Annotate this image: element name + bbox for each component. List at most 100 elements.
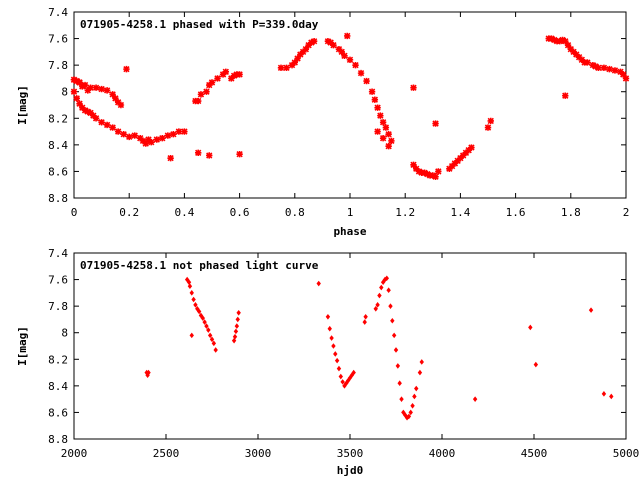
phased-data-point [308, 39, 315, 46]
unphased-y-axis-label: I[mag] [16, 326, 29, 366]
unphased-x-axis-label: hjd0 [337, 464, 364, 477]
phased-data-points [70, 32, 630, 180]
phased-data-point [236, 150, 243, 158]
phased-data-point [208, 79, 216, 86]
phased-data-point [484, 124, 492, 131]
phased-data-point [291, 59, 298, 66]
unphased-data-point [145, 372, 150, 379]
phased-data-point [429, 172, 436, 179]
phased-data-point [446, 165, 453, 172]
phased-data-point [120, 131, 127, 138]
unphased-data-point [334, 357, 340, 364]
unphased-data-point [533, 361, 539, 368]
phased-data-point [103, 121, 111, 129]
phased-x-tick-label: 0.2 [119, 206, 139, 219]
unphased-data-point [338, 373, 343, 380]
phased-data-point [548, 35, 555, 42]
phased-data-point [195, 97, 202, 105]
phased-data-point [341, 52, 348, 60]
phased-data-point [424, 170, 431, 178]
phased-data-point [126, 133, 133, 141]
phased-data-point [562, 38, 569, 45]
phased-data-point [457, 154, 464, 162]
unphased-data-point [373, 306, 378, 312]
unphased-data-point [325, 313, 331, 320]
unphased-data-point [349, 372, 355, 379]
unphased-data-point [588, 307, 594, 313]
phased-data-point [435, 168, 442, 175]
phased-y-tick-label: 8.6 [48, 165, 68, 178]
unphased-data-points [144, 275, 614, 421]
phased-x-tick-label: 0.4 [174, 206, 194, 219]
phased-data-point [79, 83, 86, 90]
unphased-x-tick-label: 2000 [61, 447, 88, 460]
unphased-y-tick-label: 7.6 [48, 274, 68, 287]
phased-data-point [142, 140, 149, 147]
phased-light-curve-panel: 0 0.2 0.4 0.6 0.8 1 1.2 1.4 1.6 1.8 2 7.4 7.6 7.8 8 8.2… [16, 6, 629, 238]
unphased-x-tick-label: 3000 [245, 447, 272, 460]
phased-data-point [219, 71, 227, 78]
phased-x-tick-label: 0.8 [285, 206, 305, 219]
phased-data-point [90, 112, 97, 119]
phased-data-point [410, 161, 417, 168]
phased-data-point [432, 173, 439, 180]
unphased-data-point [393, 347, 399, 353]
phased-data-point [562, 92, 569, 99]
phased-data-point [327, 39, 334, 46]
unphased-data-point [213, 347, 218, 353]
unphased-data-point [609, 393, 614, 400]
unphased-data-point [528, 324, 533, 331]
unphased-data-point [327, 325, 332, 332]
phased-data-point [175, 128, 183, 135]
phased-data-point [206, 152, 213, 159]
phased-data-point [230, 72, 238, 79]
phased-data-point [109, 124, 116, 131]
phased-x-tick-label: 1 [347, 206, 354, 219]
phased-data-point [620, 71, 627, 78]
phased-plot-frame [73, 11, 627, 199]
phased-y-axis-label: I[mag] [16, 85, 29, 125]
phased-data-point [556, 38, 563, 45]
phased-data-point [84, 108, 91, 115]
phased-data-point [567, 46, 574, 53]
unphased-data-point [186, 279, 192, 286]
phased-data-point [92, 84, 100, 91]
unphased-data-point [193, 302, 198, 308]
phased-data-point [236, 71, 243, 78]
unphased-data-point [362, 319, 367, 325]
phased-chart-title: 071905-4258.1 phased with P=339.0day [80, 18, 319, 31]
phased-data-point [112, 95, 119, 102]
phased-data-point [114, 99, 122, 106]
unphased-data-point [191, 296, 196, 303]
phased-data-point [410, 84, 417, 91]
phased-data-point [76, 79, 83, 86]
phased-data-point [214, 75, 221, 82]
phased-data-point [600, 64, 608, 71]
unphased-y-tick-label: 8.8 [48, 433, 68, 446]
unphased-data-point [395, 363, 401, 369]
unphased-chart-title: 071905-4258.1 not phased light curve [80, 259, 319, 272]
phased-data-point [371, 96, 379, 103]
phased-data-point [570, 48, 577, 56]
phased-y-tick-label: 8.8 [48, 192, 68, 205]
phased-data-point [385, 131, 392, 138]
phased-data-point [575, 53, 583, 61]
phased-data-point [324, 38, 332, 45]
phased-data-point [181, 128, 188, 135]
unphased-data-point [231, 337, 237, 344]
unphased-data-point [379, 284, 384, 291]
phased-data-point [114, 128, 122, 135]
phased-data-point [462, 149, 470, 157]
phased-data-point [344, 32, 351, 40]
phased-data-point [297, 51, 304, 58]
unphased-y-tick-label: 8.4 [48, 380, 68, 393]
phased-data-point [203, 88, 210, 95]
phased-data-point [592, 63, 599, 70]
unphased-data-point [209, 336, 215, 343]
phased-data-point [606, 65, 613, 73]
unphased-y-tick-label: 8 [61, 327, 68, 340]
unphased-y-tick-label: 8.6 [48, 406, 68, 419]
phased-data-point [283, 64, 290, 71]
phased-data-point [222, 68, 229, 75]
phased-y-tick-label: 7.8 [48, 59, 68, 72]
